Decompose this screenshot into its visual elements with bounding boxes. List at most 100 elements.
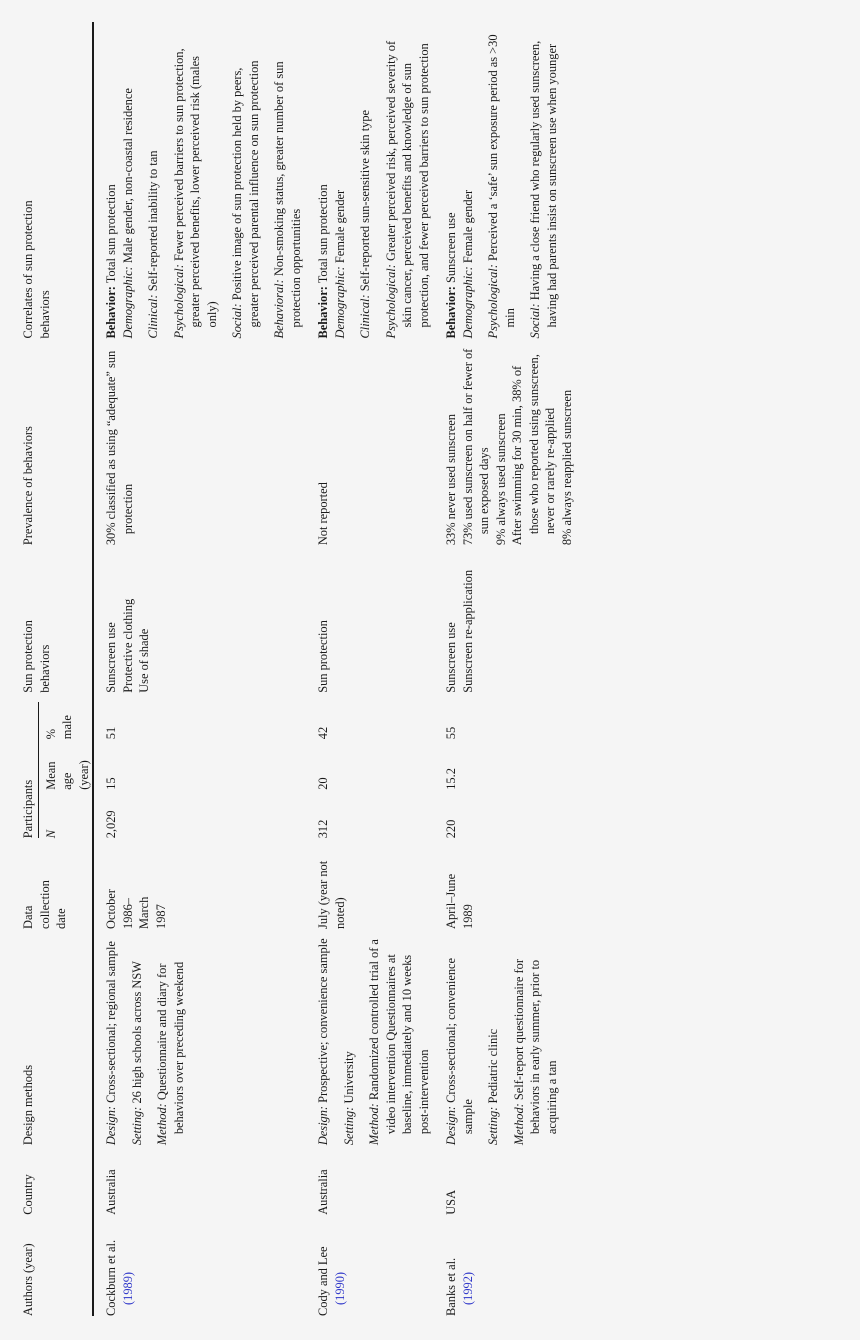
cell-n: 2,029 (104, 810, 118, 839)
cell-prevalence: 33% never used sunscreen 73% used sunscre… (434, 338, 577, 545)
cell-sun-protection-behaviors: Sunscreen use Protective clothing Use of s… (94, 545, 306, 693)
cell-authors: Cockburn et al. (1989) (94, 1215, 306, 1316)
design-item: Design: Cross-sectional; regional sample (103, 938, 120, 1145)
prevalence-item: Not reported (316, 482, 330, 546)
prevalence-item: 73% used sunscreen on half or fewer of s… (460, 348, 492, 546)
correlate-item: Clinical: Self-reported sun-sensitive sk… (357, 31, 374, 339)
design-item: Method: Questionnaire and diary for beha… (154, 938, 187, 1145)
correlate-text: Sunscreen use (444, 212, 458, 287)
participants-group-rule (37, 701, 39, 839)
collection-date-line: March (137, 896, 151, 929)
cell-percent-male: 42 (316, 726, 330, 740)
design-text: University (341, 1051, 356, 1107)
correlate-label: Social: (528, 303, 542, 339)
correlate-text: Having a close friend who regularly used… (528, 40, 559, 328)
design-label: Setting: (129, 1106, 144, 1146)
col-header-country: Country (21, 1174, 35, 1215)
table-row: Banks et al. (1992) USA Design: Cross-secti… (434, 22, 577, 1316)
design-label: Method: (155, 1103, 169, 1146)
correlate-item: Social: Having a close friend who regula… (527, 31, 560, 339)
design-item: Setting: Pediatric clinic (485, 938, 502, 1145)
behavior-item: Sunscreen re-application (460, 569, 475, 693)
cell-collection-date: October 1986– March 1987 (94, 838, 306, 929)
col-header-n: N (43, 830, 58, 839)
correlate-text: Positive image of sun protection held by… (230, 60, 261, 328)
design-label: Design: (316, 1105, 330, 1146)
cell-percent-male: 51 (104, 726, 118, 740)
author-name: Cockburn et al. (104, 1239, 118, 1316)
cell-design-methods: Design: Cross-sectional; convenience sam… (434, 929, 577, 1145)
cell-correlates: Behavior: Total sun protection Demographi… (306, 22, 434, 339)
correlate-text: Total sun protection (104, 184, 118, 287)
col-header-participants-group: Participants (20, 693, 42, 839)
cell-country: USA (444, 1189, 458, 1215)
correlate-label: Behavior: (444, 286, 458, 339)
correlate-item: Behavior: Total sun protection (315, 31, 332, 338)
design-text: 26 high schools across NSW (129, 961, 144, 1107)
correlate-label: Demographic: (460, 266, 475, 339)
correlate-label: Demographic: (120, 266, 135, 339)
correlate-label: Clinical: (358, 294, 372, 339)
table-row: Cody and Lee (1990) Australia Design: Prosp… (306, 22, 434, 1316)
correlate-label: Clinical: (146, 294, 160, 339)
behavior-item: Protective clothing (120, 598, 135, 693)
collection-date-line: April–June (444, 873, 458, 929)
correlate-item: Demographic: Female gender (332, 31, 349, 339)
studies-table: Authors (year) Country Design methods Da… (20, 22, 577, 1316)
cell-mean-age: 15 (104, 777, 118, 790)
cell-design-methods: Design: Prospective; convenience sample S… (306, 929, 434, 1145)
cell-mean-age: 15.2 (444, 768, 458, 790)
correlate-item: Social: Positive image of sun protection… (229, 31, 262, 339)
collection-date-line: 1989 (460, 904, 475, 929)
design-label: Method: (367, 1103, 381, 1146)
cell-country: Australia (316, 1169, 330, 1215)
correlate-label: Psychological: (383, 264, 398, 339)
design-item: Design: Prospective; convenience sample (315, 938, 332, 1145)
collection-date-line: noted) (332, 897, 347, 929)
citation-year-link[interactable]: (1990) (332, 1271, 347, 1305)
cell-correlates: Behavior: Total sun protection Demographi… (94, 22, 306, 338)
prevalence-item: 33% never used sunscreen (444, 414, 458, 546)
col-header-correlates: Correlates of sun protection behaviors (21, 200, 52, 339)
col-header-mean-age: Mean age (year) (43, 760, 91, 790)
correlate-label: Behavior: (104, 286, 118, 339)
citation-year-link[interactable]: (1989) (120, 1271, 135, 1305)
collection-date-line: October (104, 889, 118, 929)
prevalence-item: After swimming for 30 min, 38% of those … (510, 354, 557, 546)
design-text: Prospective; convenience sample (316, 938, 330, 1106)
design-label: Method: (511, 1103, 526, 1146)
correlate-label: Demographic: (332, 266, 347, 339)
col-header-authors: Authors (year) (21, 1243, 35, 1316)
correlate-label: Social: (230, 303, 244, 339)
correlate-text: Self-reported inability to tan (146, 150, 160, 295)
correlate-item: Psychological: Perceived a ‘safe’ sun ex… (485, 31, 518, 338)
cell-n: 220 (444, 819, 458, 839)
prevalence-item: 30% classified as using “adequate” sun p… (104, 350, 135, 546)
col-header-sun-protection-behaviors: Sun protection behaviors (21, 620, 52, 693)
col-header-data-collection-date: Data collection date (21, 880, 68, 929)
citation-year-link[interactable]: (1992) (460, 1271, 475, 1305)
cell-mean-age: 20 (316, 777, 330, 790)
correlate-item: Psychological: Greater perceived risk, p… (383, 31, 433, 339)
design-item: Design: Cross-sectional; convenience sam… (443, 938, 476, 1145)
correlate-text: Self-reported sun-sensitive skin type (358, 109, 372, 295)
cell-design-methods: Design: Cross-sectional; regional sample… (94, 929, 306, 1145)
collection-date-line: 1986– (120, 898, 135, 929)
design-text: Cross-sectional; regional sample (104, 941, 118, 1106)
cell-n: 312 (316, 819, 330, 839)
design-item: Method: Randomized controlled trial of a… (366, 938, 432, 1145)
design-label: Setting: (341, 1106, 356, 1146)
behavior-item: Sunscreen use (104, 622, 118, 693)
cell-sun-protection-behaviors: Sunscreen use Sunscreen re-application (434, 545, 577, 693)
correlate-item: Behavior: Total sun protection (103, 31, 120, 338)
correlate-text: Total sun protection (316, 184, 330, 287)
design-item: Setting: University (341, 938, 358, 1145)
cell-authors: Cody and Lee (1990) (306, 1215, 434, 1316)
correlate-item: Clinical: Self-reported inability to tan (145, 31, 162, 339)
cell-authors: Banks et al. (1992) (434, 1215, 577, 1316)
cell-prevalence: 30% classified as using “adequate” sun p… (94, 338, 306, 545)
correlate-item: Behavior: Sunscreen use (443, 31, 460, 339)
table-row: Cockburn et al. (1989) Australia Design: Cr… (94, 22, 306, 1316)
col-header-percent-male: % male (43, 715, 75, 740)
